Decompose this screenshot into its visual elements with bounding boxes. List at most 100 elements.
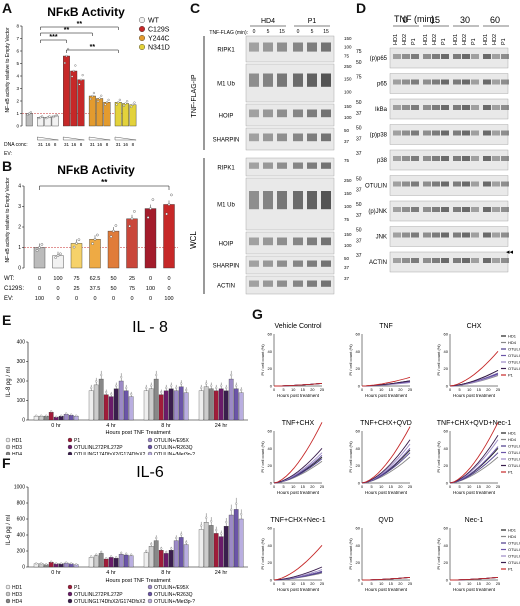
panel-f-point bbox=[160, 547, 163, 550]
panel-g-legend-label: OTULIN+/E95X bbox=[508, 444, 520, 449]
panel-g-xtick-label: 0 bbox=[273, 388, 275, 392]
panel-e-point bbox=[165, 386, 168, 389]
panel-d-band bbox=[501, 79, 509, 85]
panel-b-c129s-value: 0 bbox=[167, 286, 170, 292]
panel-e-bar bbox=[238, 392, 244, 421]
panel-d-band bbox=[423, 258, 431, 263]
panel-c-band bbox=[263, 73, 273, 87]
panel-f-ytick-label: 600 bbox=[17, 517, 26, 523]
panel-e-bar bbox=[103, 394, 109, 421]
panel-e-point bbox=[50, 410, 53, 413]
panel-c-lane-label: 5 bbox=[311, 29, 314, 35]
panel-d-blot-label: (p)JNK bbox=[368, 209, 387, 215]
panel-c-mw: 150 bbox=[344, 36, 352, 41]
panel-b-point bbox=[151, 198, 155, 201]
panel-g-xtick-label: 10 bbox=[291, 485, 295, 489]
panel-c-band bbox=[249, 42, 259, 52]
panel-g-xtick-label: 15 bbox=[389, 485, 393, 489]
panel-g-legend-label: OTULING174DfsX2/G174DfsX2 bbox=[508, 366, 520, 371]
panel-d-mw: 50 bbox=[356, 100, 362, 106]
panel-e-tp-label: 4 hr bbox=[106, 423, 116, 429]
panel-d-band bbox=[411, 79, 419, 85]
panel-g-subplot-title: TNF bbox=[379, 323, 393, 330]
panel-e-legend-swatch bbox=[67, 444, 73, 450]
panel-e-point bbox=[240, 388, 243, 391]
panel-e-bar bbox=[233, 388, 239, 421]
panel-a-sig-label: ** bbox=[90, 44, 96, 51]
panel-g-legend-label: OTULIN+/Met3p-? bbox=[508, 360, 520, 365]
panel-c-band bbox=[307, 191, 317, 210]
panel-g-xtick-label: 25 bbox=[408, 485, 412, 489]
panel-g-xtick-label: 20 bbox=[310, 582, 314, 586]
panel-d-band bbox=[453, 130, 461, 136]
panel-c-band bbox=[277, 42, 287, 52]
panel-e-point bbox=[235, 384, 238, 387]
panel-g-series-line bbox=[274, 382, 323, 387]
panel-f-ytick-label: 200 bbox=[17, 549, 26, 555]
panel-d-band bbox=[423, 156, 431, 161]
panel-a-point bbox=[26, 113, 29, 116]
panel-c-band bbox=[293, 280, 303, 287]
panel-c-band bbox=[321, 260, 331, 267]
panel-f-legend-label: HD3 bbox=[12, 592, 22, 598]
panel-g-ylabel: PI / cell count (%) bbox=[260, 441, 265, 473]
panel-g-series-line bbox=[450, 576, 499, 581]
panel-d-band bbox=[471, 79, 479, 85]
panel-c-band bbox=[293, 73, 303, 87]
panel-label-a: A bbox=[2, 0, 13, 16]
panel-b-ylabel: NF-κB activity relative to Empty Vector bbox=[5, 177, 11, 262]
panel-b-bar bbox=[163, 204, 175, 269]
panel-g-legend-label: P1 bbox=[508, 373, 514, 378]
panel-f-legend-label: HD4 bbox=[12, 599, 22, 605]
panel-c-blot bbox=[245, 177, 335, 231]
panel-c-blot bbox=[245, 275, 335, 295]
panel-c-band bbox=[249, 191, 259, 210]
panel-d-blot-label: p65 bbox=[377, 82, 388, 88]
panel-g-xlabel: Hours post treatment bbox=[277, 393, 320, 398]
panel-f-point bbox=[100, 551, 103, 554]
panel-e-legend-label: OTULIN+/R263Q bbox=[154, 445, 193, 451]
panel-e-legend-label: HD4 bbox=[12, 452, 22, 455]
panel-c-band bbox=[321, 162, 331, 169]
panel-f-bar bbox=[163, 553, 169, 568]
panel-c-band bbox=[293, 260, 303, 267]
panel-g-ytick-label: 40 bbox=[268, 446, 273, 451]
panel-g-legend-label: HD4 bbox=[508, 437, 517, 442]
panel-d-mw: 37 bbox=[356, 137, 362, 143]
panel-d-band bbox=[453, 207, 461, 212]
panel-a-point bbox=[80, 78, 83, 81]
panel-g-xtick-label: 20 bbox=[398, 485, 402, 489]
panel-d-band bbox=[402, 181, 410, 187]
panel-g-subplot-title: TNF+CHX bbox=[282, 420, 315, 427]
panel-f-bar bbox=[143, 552, 149, 568]
panel-b-title: NFκB Activity bbox=[57, 163, 135, 177]
panel-a-dna-tick: 31 bbox=[38, 142, 44, 147]
panel-c-band bbox=[293, 109, 303, 118]
panel-c-band bbox=[263, 42, 273, 52]
panel-c-blot bbox=[245, 157, 335, 177]
panel-g-xtick-label: 10 bbox=[467, 582, 471, 586]
panel-b-bar bbox=[126, 218, 138, 269]
panel-c-band bbox=[277, 109, 287, 118]
panel-a-chart: NFκB Activity NF-κB activity relative to… bbox=[4, 5, 170, 157]
panel-g-xtick-label: 5 bbox=[371, 388, 373, 392]
panel-e-bar bbox=[208, 388, 214, 421]
panel-e-legend-label: OTULING174DfsX2/G174DfsX2 bbox=[74, 452, 146, 455]
panel-d-band bbox=[492, 258, 500, 263]
panel-c-band bbox=[263, 237, 273, 246]
panel-b-row-c129s: C129S: bbox=[4, 286, 24, 292]
panel-c-mw: 37 bbox=[344, 265, 350, 270]
panel-b-c129s-value: 25 bbox=[73, 286, 79, 292]
panel-e-point bbox=[45, 414, 48, 417]
panel-d-band bbox=[441, 181, 449, 187]
panel-g-xtick-label: 0 bbox=[449, 388, 451, 392]
panel-d-blot-label: IkBa bbox=[375, 107, 388, 113]
panel-e-point bbox=[175, 386, 178, 389]
panel-e-point bbox=[105, 391, 108, 394]
panel-g-series-line bbox=[273, 545, 323, 581]
panel-e-legend-label: OTULIN+/E95X bbox=[154, 438, 190, 444]
panel-c-band bbox=[277, 280, 287, 287]
panel-d-band bbox=[423, 130, 431, 136]
panel-b-wt-value: 62.5 bbox=[90, 276, 101, 282]
panel-e-point bbox=[200, 386, 203, 389]
